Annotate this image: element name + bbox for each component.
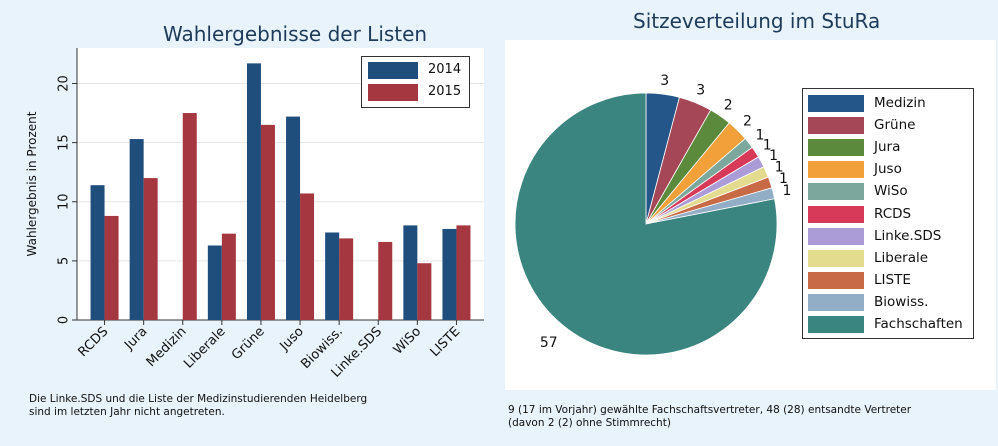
pie-legend-item-rcds: RCDS: [808, 205, 968, 224]
pie-value-label: 1: [775, 159, 784, 175]
bar-chart-title: Wahlergebnisse der Listen: [163, 22, 428, 46]
bar-2014-liste: [442, 228, 457, 320]
bar-chart-note: Die Linke.SDS und die Liste der Medizins…: [29, 393, 368, 418]
y-tick-label: 10: [57, 193, 72, 210]
pie-value-label: 2: [724, 98, 733, 114]
bar-2015-medizin: [182, 113, 197, 320]
pie-legend-item-liberale: Liberale: [808, 249, 968, 268]
bar-legend-label: 2015: [428, 84, 462, 99]
pie-legend-swatch: [808, 227, 864, 245]
pie-legend-swatch: [808, 117, 864, 135]
bar-2015-wiso: [417, 263, 432, 320]
pie-value-label: 57: [540, 335, 558, 351]
bar-2014-wiso: [403, 225, 418, 320]
pie-legend-label: Liberale: [874, 249, 929, 266]
pie-chart-panel: Sitzeverteilung im StuRa 3 3 2 2 1 1 1 1 1 1 57 Me…: [500, 0, 998, 446]
pie-legend-item-grne: Grüne: [808, 117, 968, 135]
bar-legend-swatch: [368, 84, 418, 101]
bar-2015-biowiss: [339, 238, 354, 320]
x-tick-label: Grüne: [229, 324, 268, 363]
pie-legend-item-medizin: Medizin: [808, 95, 968, 113]
pie-value-label: 1: [779, 171, 788, 187]
bar-2015-liberale: [221, 233, 236, 320]
pie-value-label: 1: [755, 127, 764, 143]
pie-legend-swatch: [808, 161, 864, 179]
pie-legend-swatch: [808, 316, 864, 333]
y-axis-label: Wahlergebnis in Prozent: [25, 111, 39, 256]
y-tick-label: 0: [57, 316, 72, 324]
pie-chart-title: Sitzeverteilung im StuRa: [633, 9, 881, 33]
pie-legend-swatch: [808, 293, 864, 311]
pie-legend-item-jura: Jura: [808, 139, 968, 157]
pie-legend-label: RCDS: [874, 205, 912, 222]
pie-value-label: 2: [743, 113, 752, 129]
pie-value-label: 1: [763, 137, 772, 153]
x-tick-label: Jura: [121, 324, 150, 353]
bar-legend: 2014 2015: [361, 56, 470, 108]
pie-legend-swatch: [808, 271, 864, 289]
x-tick-label: LISTE: [428, 324, 464, 360]
pie-legend-item-wiso: WiSo: [808, 183, 968, 201]
bar-legend-item-2014: 2014: [368, 62, 463, 80]
pie-legend-item-liste: LISTE: [808, 271, 968, 290]
bar-legend-label: 2014: [428, 62, 462, 77]
bar-legend-swatch: [368, 62, 418, 79]
pie-legend-swatch: [808, 249, 864, 267]
bar-legend-item-2015: 2015: [368, 84, 463, 102]
pie-chart-note: 9 (17 im Vorjahr) gewählte Fachschaftsve…: [508, 404, 912, 429]
pie-legend-label: Biowiss.: [874, 293, 929, 310]
pie-legend-label: Medizin: [874, 95, 926, 111]
pie-value-label: 1: [782, 183, 791, 199]
pie-value-label: 3: [660, 73, 669, 89]
bar-2015-linkesds: [378, 241, 393, 320]
bar-2014-liberale: [207, 245, 222, 320]
pie-legend-label: Juso: [874, 161, 902, 178]
x-tick-label: Juso: [277, 324, 307, 354]
bar-2014-juso: [286, 116, 301, 320]
bar-2015-grne: [260, 124, 275, 320]
pie-slice-fachschaften: [514, 92, 778, 356]
pie-legend-label: Linke.SDS: [874, 227, 942, 244]
bar-2014-grne: [246, 63, 261, 321]
pie-legend: Medizin Grüne Jura Juso WiSo RCDS Linke.SDS Lib…: [802, 88, 974, 339]
pie-legend-item-juso: Juso: [808, 161, 968, 179]
bar-2015-juso: [300, 193, 315, 320]
pie-legend-label: WiSo: [874, 183, 908, 200]
pie-legend-swatch: [808, 183, 864, 201]
pie-legend-label: Grüne: [874, 117, 916, 134]
pie-value-label: 3: [696, 83, 705, 99]
pie-legend-swatch: [808, 139, 864, 157]
pie-legend-item-biowiss: Biowiss.: [808, 293, 968, 312]
pie-legend-item-linkesds: Linke.SDS: [808, 227, 968, 246]
x-tick-label: WiSo: [391, 324, 425, 358]
bar-2015-liste: [456, 225, 471, 320]
bar-2015-jura: [143, 178, 158, 320]
x-tick-label: Liberale: [181, 324, 228, 371]
y-tick-label: 15: [57, 134, 72, 151]
x-tick-label: RCDS: [76, 324, 112, 360]
pie-legend-swatch: [808, 205, 864, 223]
y-tick-label: 5: [57, 257, 72, 265]
pie-legend-label: Jura: [874, 139, 901, 156]
y-tick-label: 20: [57, 75, 72, 92]
bar-2014-rcds: [90, 185, 105, 320]
pie-legend-label: LISTE: [874, 271, 911, 288]
pie-value-label: 1: [769, 148, 778, 164]
bar-chart-panel: Wahlergebnisse der Listen 0 5 10 15 20 Wahler…: [25, 22, 484, 418]
bar-2015-rcds: [104, 215, 119, 320]
pie-legend-swatch: [808, 95, 864, 112]
pie-legend-item-fachschaften: Fachschaften: [808, 316, 968, 334]
bar-2014-biowiss: [325, 232, 340, 320]
pie-legend-label: Fachschaften: [874, 316, 963, 332]
bar-2014-jura: [129, 139, 144, 320]
